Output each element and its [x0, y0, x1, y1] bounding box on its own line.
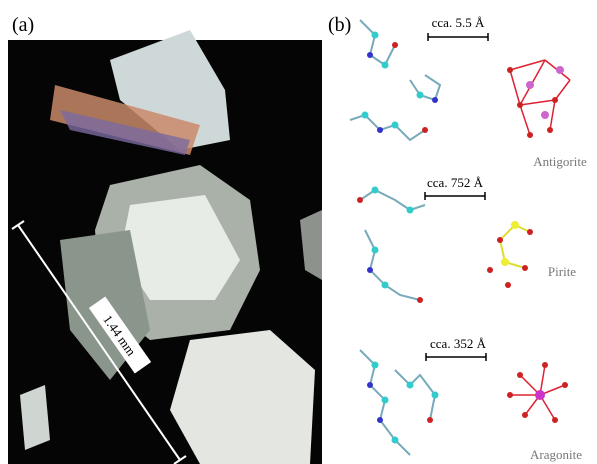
micrograph: [8, 30, 322, 464]
scale-label: cca. 352 Å: [430, 336, 487, 351]
panel-label: (b): [328, 14, 351, 36]
scale-label: cca. 752 Å: [427, 175, 484, 190]
mineral-label: Aragonite: [530, 447, 582, 462]
scale-label: cca. 5.5 Å: [432, 15, 485, 30]
figure: 1.44 mm (a) (b) cca. 5.5 Å cca. 752 Å cc…: [0, 0, 597, 464]
molecules: [350, 20, 570, 455]
panel-label: (a): [12, 14, 34, 36]
mineral-label: Antigorite: [533, 154, 587, 169]
mineral-label: Pirite: [548, 264, 576, 279]
